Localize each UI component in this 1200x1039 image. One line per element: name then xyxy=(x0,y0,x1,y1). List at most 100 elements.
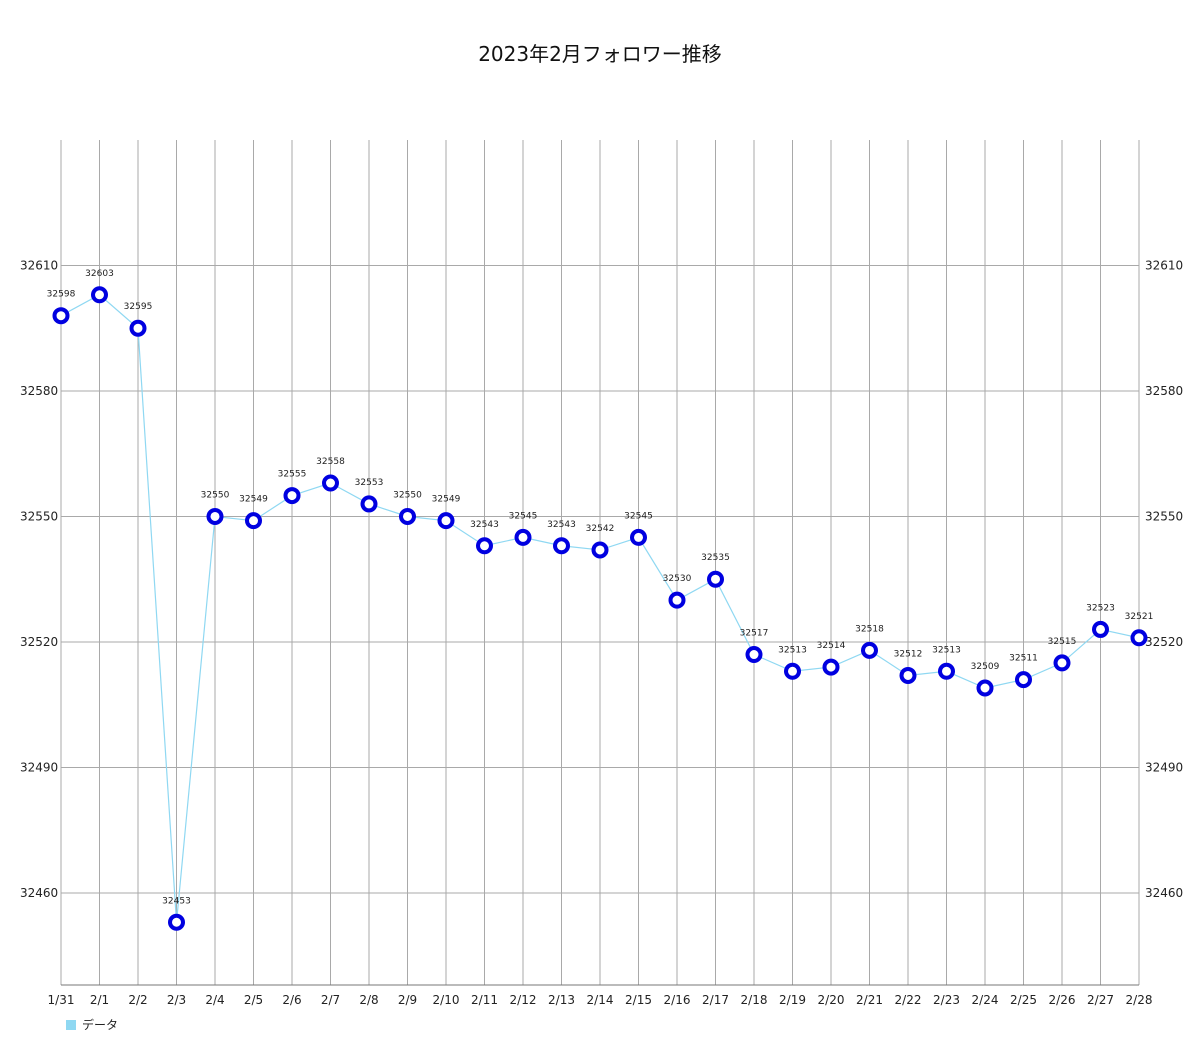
x-tick-label: 2/15 xyxy=(625,993,652,1007)
data-point-marker xyxy=(707,570,724,588)
x-tick-label: 2/7 xyxy=(321,993,340,1007)
legend-label: データ xyxy=(82,1018,119,1032)
data-label: 32595 xyxy=(124,302,153,312)
x-tick-label: 2/13 xyxy=(548,993,575,1007)
y-tick-label-right: 32610 xyxy=(1145,258,1183,272)
x-axis-ticks: 1/31 2/1 2/2 2/3 2/4 2/5 2/6 2/7 2/8 2/9 2/10 2/11 2… xyxy=(48,993,1153,1007)
x-tick-label: 2/6 xyxy=(282,993,301,1007)
series-markers xyxy=(52,286,1148,931)
y-tick-label-left: 32580 xyxy=(20,384,58,398)
x-tick-label: 2/5 xyxy=(244,993,263,1007)
data-label: 32517 xyxy=(740,629,769,639)
data-point-marker xyxy=(245,512,262,530)
data-label: 32511 xyxy=(1009,654,1038,664)
x-tick-label: 2/24 xyxy=(972,993,999,1007)
data-label: 32542 xyxy=(586,524,615,534)
data-label: 32558 xyxy=(316,457,345,467)
data-point-marker xyxy=(976,679,994,697)
legend-swatch xyxy=(66,1019,76,1030)
data-point-marker xyxy=(668,591,686,609)
y-tick-label-left: 32520 xyxy=(20,635,58,649)
x-tick-label: 1/31 xyxy=(48,993,75,1007)
data-point-marker xyxy=(822,658,840,676)
data-label: 32523 xyxy=(1086,603,1115,613)
data-label: 32550 xyxy=(393,490,422,500)
data-label: 32513 xyxy=(932,645,961,655)
data-point-marker xyxy=(91,286,108,304)
data-point-marker xyxy=(899,666,917,684)
y-axis-left-ticks: 32460 32490 32520 32550 32580 32610 xyxy=(20,258,58,899)
data-label: 32549 xyxy=(239,495,268,505)
y-tick-label-left: 32460 xyxy=(20,886,58,900)
x-tick-label: 2/17 xyxy=(702,993,729,1007)
x-tick-label: 2/26 xyxy=(1049,993,1076,1007)
data-point-marker xyxy=(476,537,493,555)
data-point-marker xyxy=(1130,629,1148,647)
x-tick-label: 2/10 xyxy=(433,993,460,1007)
data-point-marker xyxy=(1053,654,1071,672)
data-label: 32453 xyxy=(162,896,191,906)
y-tick-label-left: 32490 xyxy=(20,760,58,774)
data-label: 32515 xyxy=(1048,637,1077,647)
data-label: 32535 xyxy=(701,553,730,563)
data-label: 32530 xyxy=(663,574,692,584)
data-label: 32509 xyxy=(971,662,1000,672)
data-label: 32598 xyxy=(47,290,76,300)
data-point-marker xyxy=(784,662,801,680)
data-label: 32553 xyxy=(355,478,384,488)
data-point-marker xyxy=(1092,620,1109,638)
x-tick-label: 2/22 xyxy=(895,993,922,1007)
data-point-marker xyxy=(399,507,416,525)
y-tick-label-right: 32550 xyxy=(1145,509,1183,523)
chart-title: 2023年2月フォロワー推移 xyxy=(478,42,722,66)
data-label: 32545 xyxy=(509,511,538,521)
y-tick-label-left: 32610 xyxy=(20,258,58,272)
y-tick-label-right: 32520 xyxy=(1145,635,1183,649)
data-point-marker xyxy=(168,913,185,931)
data-label: 32514 xyxy=(817,641,846,651)
data-point-marker xyxy=(630,528,647,546)
vertical-gridlines xyxy=(60,140,1140,985)
x-tick-label: 2/23 xyxy=(933,993,960,1007)
data-label: 32512 xyxy=(894,649,923,659)
data-label: 32545 xyxy=(624,511,653,521)
data-point-marker xyxy=(553,537,570,555)
x-tick-label: 2/20 xyxy=(818,993,845,1007)
x-tick-label: 2/12 xyxy=(510,993,537,1007)
data-point-marker xyxy=(591,541,609,559)
data-point-marker xyxy=(938,662,955,680)
x-tick-label: 2/4 xyxy=(205,993,224,1007)
x-tick-label: 2/2 xyxy=(128,993,147,1007)
data-label: 32543 xyxy=(470,520,499,530)
y-tick-label-right: 32460 xyxy=(1145,886,1183,900)
x-tick-label: 2/11 xyxy=(471,993,498,1007)
data-point-marker xyxy=(52,307,70,325)
data-label: 32543 xyxy=(547,520,576,530)
data-label: 32550 xyxy=(201,490,230,500)
x-tick-label: 2/3 xyxy=(167,993,186,1007)
x-tick-label: 2/28 xyxy=(1126,993,1153,1007)
data-point-marker xyxy=(322,474,339,492)
x-tick-label: 2/1 xyxy=(90,993,109,1007)
data-point-marker xyxy=(1015,671,1032,689)
data-label: 32555 xyxy=(278,470,307,480)
legend: データ xyxy=(66,1016,118,1033)
x-tick-label: 2/8 xyxy=(359,993,378,1007)
x-tick-label: 2/19 xyxy=(779,993,806,1007)
data-point-marker xyxy=(514,528,532,546)
data-label: 32513 xyxy=(778,645,807,655)
x-tick-label: 2/14 xyxy=(587,993,614,1007)
data-point-marker xyxy=(206,507,224,525)
data-point-marker xyxy=(283,487,301,505)
y-tick-label-left: 32550 xyxy=(20,509,58,523)
data-labels: 32598 32603 32595 32453 32550 32549 32555 32558… xyxy=(47,269,1154,906)
data-point-marker xyxy=(437,512,455,530)
x-tick-label: 2/18 xyxy=(741,993,768,1007)
data-label: 32518 xyxy=(855,624,884,634)
y-axis-right-ticks: 32460 32490 32520 32550 32580 32610 xyxy=(1145,258,1183,899)
data-label: 32549 xyxy=(432,495,461,505)
x-tick-label: 2/27 xyxy=(1087,993,1114,1007)
data-label: 32521 xyxy=(1125,612,1154,622)
x-tick-label: 2/21 xyxy=(856,993,883,1007)
